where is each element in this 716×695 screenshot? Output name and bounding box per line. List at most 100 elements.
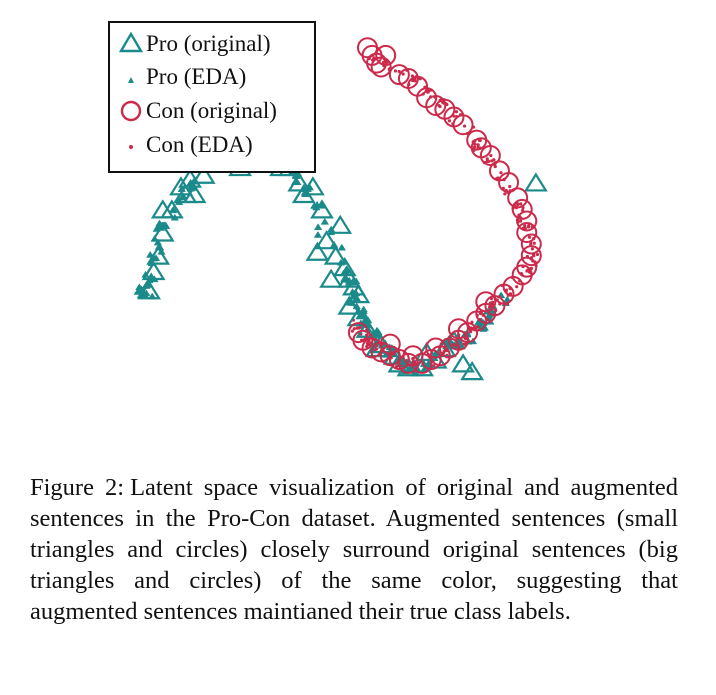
con-eda-point: [472, 145, 477, 149]
legend-label-con-eda: Con (EDA): [146, 132, 253, 157]
pro-original-point: [159, 199, 184, 219]
con-eda-point: [485, 157, 489, 161]
con-original-point: [379, 333, 401, 355]
legend: Pro (original) Pro (EDA) Con (original) …: [108, 21, 316, 173]
caption-text: Latent space visualization of original a…: [30, 474, 678, 625]
pro-original-point: [310, 199, 334, 219]
con-original-point: [388, 64, 410, 86]
con-eda-point: [366, 340, 370, 344]
con-original-point: [448, 318, 469, 340]
con-eda-point: [463, 337, 468, 341]
pro-original-point: [146, 245, 171, 265]
pro-original-point: [178, 168, 202, 188]
con-eda-point: [452, 342, 456, 347]
con-eda-point: [518, 219, 523, 223]
con-eda-point: [476, 145, 480, 149]
pro-original-point: [346, 284, 371, 304]
con-original-point: [520, 245, 542, 267]
scatter-plot: Pro (original) Pro (EDA) Con (original) …: [108, 21, 548, 381]
con-original-point: [379, 345, 401, 367]
legend-marker-con-eda: [129, 145, 133, 149]
con-eda-point: [530, 247, 535, 251]
figure-caption: Figure 2: Latent space visualization of o…: [30, 472, 678, 627]
con-original-point: [425, 94, 447, 116]
con-eda-point: [352, 327, 356, 331]
con-eda-point: [486, 159, 491, 163]
con-eda-point: [447, 119, 452, 123]
con-eda-point: [535, 252, 540, 257]
pro-original-point: [137, 280, 161, 300]
pro-eda-point: [313, 223, 323, 231]
pro-eda-point: [169, 206, 178, 213]
con-original-point: [347, 322, 369, 344]
con-eda-point: [476, 143, 480, 147]
pro-original-point: [451, 353, 475, 373]
con-original-point: [402, 345, 424, 367]
caption-label: Figure 2:: [30, 474, 125, 501]
con-eda-point: [532, 254, 536, 258]
con-eda-point: [523, 224, 527, 228]
pro-original-point: [319, 268, 343, 288]
con-eda-point: [527, 235, 532, 239]
con-eda-point: [462, 124, 467, 128]
pro-original-point: [337, 295, 362, 315]
con-eda-point: [516, 202, 520, 207]
con-eda-point: [357, 326, 361, 330]
pro-eda-point: [313, 231, 323, 238]
pro-original-point: [191, 164, 216, 184]
con-original-point: [375, 44, 397, 66]
legend-marker-pro-eda: [128, 77, 134, 83]
con-eda-point: [532, 241, 536, 245]
con-eda-point: [503, 192, 507, 196]
legend-marker-con-original: [120, 100, 142, 122]
con-original-point: [452, 114, 474, 136]
legend-box: [108, 21, 316, 173]
pro-original-point: [182, 183, 207, 204]
pro-original-point: [328, 214, 353, 234]
con-eda-point: [373, 348, 377, 352]
pro-original-point: [523, 172, 548, 192]
con-eda-point: [413, 360, 417, 365]
pro-original-point: [323, 245, 348, 265]
legend-marker-pro-original: [118, 31, 144, 53]
con-original-point: [516, 210, 538, 232]
con-eda-point: [490, 159, 494, 163]
pro-eda-point: [179, 193, 188, 201]
pro-eda-point: [142, 289, 151, 297]
con-original-point: [498, 171, 520, 193]
con-eda-point: [508, 184, 512, 189]
pro-eda-point: [320, 217, 329, 225]
con-eda-point: [454, 110, 459, 114]
con-eda-point: [519, 202, 523, 206]
pro-original-point: [287, 172, 312, 192]
con-original-point: [511, 198, 533, 220]
con-original-point: [425, 337, 447, 359]
con-eda-point: [473, 142, 477, 146]
con-original-point: [507, 187, 529, 209]
pro-original-point: [460, 361, 485, 381]
con-eda-point: [499, 171, 503, 175]
con-original-point: [516, 222, 538, 243]
con-eda-point: [496, 176, 500, 180]
con-eda-point: [515, 285, 519, 289]
con-eda-point: [478, 138, 482, 143]
pro-eda-point: [359, 305, 368, 313]
pro-original-point: [346, 307, 371, 327]
pro-original-point: [314, 230, 339, 250]
con-eda-point: [489, 153, 493, 158]
pro-eda-point: [133, 288, 142, 295]
pro-original-point: [305, 241, 330, 261]
con-original-point: [479, 145, 501, 166]
pro-original-point: [141, 260, 166, 281]
pro-original-point: [150, 222, 175, 242]
con-eda-point: [476, 325, 480, 329]
con-eda-point: [437, 103, 441, 108]
con-eda-point: [525, 269, 529, 273]
con-eda-point: [401, 72, 405, 76]
con-eda-point: [365, 344, 369, 349]
con-original-point: [475, 291, 497, 313]
con-original-point: [370, 56, 392, 78]
con-eda-point: [413, 77, 417, 81]
pro-eda-point: [337, 243, 347, 251]
legend-label-pro-original: Pro (original): [146, 31, 271, 56]
